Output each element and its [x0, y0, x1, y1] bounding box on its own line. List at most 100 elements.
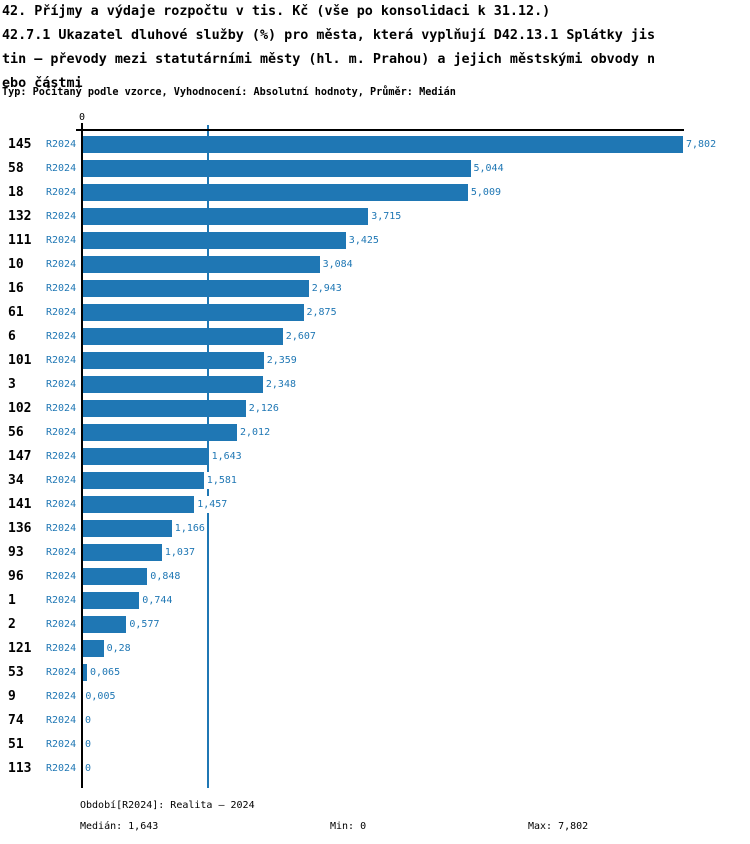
category-label: 145: [8, 137, 32, 152]
chart-row: 34 R2024 1,581: [0, 472, 750, 489]
category-label: 61: [8, 305, 24, 320]
category-label: 18: [8, 185, 24, 200]
chart-row: 113 R2024 0: [0, 760, 750, 777]
series-label: R2024: [46, 259, 77, 270]
bar: [82, 352, 264, 369]
x-axis-zero-label: 0: [78, 112, 86, 123]
bar: [82, 664, 87, 681]
category-label: 16: [8, 281, 24, 296]
footer-max: Max: 7,802: [528, 821, 589, 832]
category-label: 34: [8, 473, 24, 488]
category-label: 53: [8, 665, 24, 680]
y-axis-line: [81, 129, 83, 788]
chart-row: 9 R2024 0,005: [0, 688, 750, 705]
value-label: 2,126: [247, 400, 280, 417]
category-label: 3: [8, 377, 16, 392]
bar: [82, 640, 104, 657]
bar: [82, 232, 346, 249]
series-label: R2024: [46, 139, 77, 150]
chart-row: 111 R2024 3,425: [0, 232, 750, 249]
category-label: 51: [8, 737, 24, 752]
value-label: 0,005: [84, 688, 117, 705]
category-label: 9: [8, 689, 16, 704]
chart-row: 61 R2024 2,875: [0, 304, 750, 321]
chart-row: 102 R2024 2,126: [0, 400, 750, 417]
series-label: R2024: [46, 691, 77, 702]
chart-row: 6 R2024 2,607: [0, 328, 750, 345]
series-label: R2024: [46, 307, 77, 318]
chart-row: 93 R2024 1,037: [0, 544, 750, 561]
bar: [82, 448, 209, 465]
category-label: 136: [8, 521, 32, 536]
series-label: R2024: [46, 619, 77, 630]
chart-row: 145 R2024 7,802: [0, 136, 750, 153]
category-label: 141: [8, 497, 32, 512]
chart-row: 18 R2024 5,009: [0, 184, 750, 201]
category-label: 96: [8, 569, 24, 584]
category-label: 102: [8, 401, 32, 416]
value-label: 0,577: [128, 616, 161, 633]
chart-row: 56 R2024 2,012: [0, 424, 750, 441]
value-label: 3,715: [370, 208, 403, 225]
chart-row: 101 R2024 2,359: [0, 352, 750, 369]
series-label: R2024: [46, 451, 77, 462]
value-label: 0,065: [89, 664, 122, 681]
bar: [82, 280, 309, 297]
category-label: 111: [8, 233, 32, 248]
bar: [82, 136, 683, 153]
category-label: 101: [8, 353, 32, 368]
chart-row: 16 R2024 2,943: [0, 280, 750, 297]
chart-row: 132 R2024 3,715: [0, 208, 750, 225]
chart-row: 10 R2024 3,084: [0, 256, 750, 273]
bar: [82, 472, 204, 489]
category-label: 10: [8, 257, 24, 272]
chart-row: 53 R2024 0,065: [0, 664, 750, 681]
category-label: 2: [8, 617, 16, 632]
bar: [82, 424, 237, 441]
category-label: 132: [8, 209, 32, 224]
series-label: R2024: [46, 235, 77, 246]
series-label: R2024: [46, 355, 77, 366]
value-label: 0,744: [141, 592, 174, 609]
value-label: 0: [84, 712, 93, 729]
bar: [82, 328, 283, 345]
bar: [82, 256, 320, 273]
value-label: 7,802: [685, 136, 718, 153]
value-label: 2,943: [310, 280, 343, 297]
value-label: 2,348: [264, 376, 297, 393]
category-label: 58: [8, 161, 24, 176]
title-line-3: tin – převody mezi statutárními městy (h…: [2, 52, 656, 67]
x-axis-line: [76, 129, 684, 131]
footer-min: Min: 0: [330, 821, 367, 832]
category-label: 56: [8, 425, 24, 440]
series-label: R2024: [46, 595, 77, 606]
series-label: R2024: [46, 499, 77, 510]
value-label: 2,607: [284, 328, 317, 345]
series-label: R2024: [46, 643, 77, 654]
bar: [82, 616, 127, 633]
value-label: 5,044: [472, 160, 505, 177]
footer-period: Období[R2024]: Realita – 2024: [80, 800, 255, 811]
value-label: 2,012: [239, 424, 272, 441]
bar: [82, 568, 148, 585]
bar: [82, 304, 304, 321]
series-label: R2024: [46, 667, 77, 678]
series-label: R2024: [46, 763, 77, 774]
value-label: 3,425: [347, 232, 380, 249]
category-label: 74: [8, 713, 24, 728]
chart-row: 136 R2024 1,166: [0, 520, 750, 537]
title-line-2: 42.7.1 Ukazatel dluhové služby (%) pro m…: [2, 28, 656, 43]
value-label: 1,643: [210, 448, 243, 465]
value-label: 1,166: [173, 520, 206, 537]
value-label: 1,581: [205, 472, 238, 489]
series-label: R2024: [46, 427, 77, 438]
chart-row: 3 R2024 2,348: [0, 376, 750, 393]
value-label: 0: [84, 736, 93, 753]
chart-row: 74 R2024 0: [0, 712, 750, 729]
series-label: R2024: [46, 211, 77, 222]
series-label: R2024: [46, 739, 77, 750]
bar: [82, 544, 162, 561]
value-label: 2,875: [305, 304, 338, 321]
category-label: 93: [8, 545, 24, 560]
